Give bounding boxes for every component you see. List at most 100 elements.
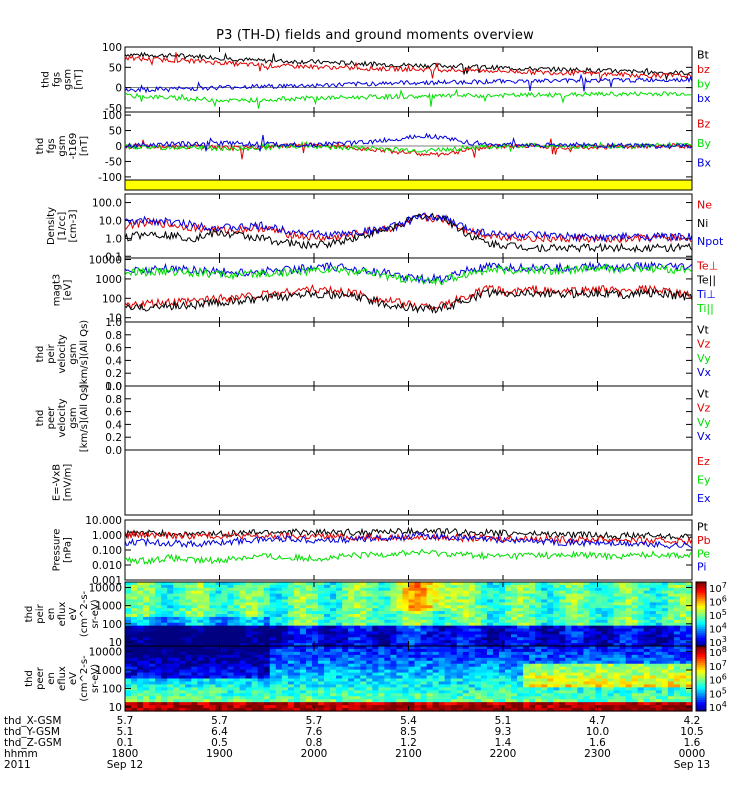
panel-peir-velocity-frame	[124, 321, 693, 387]
panel-peer-eflux-colorbar-label-1: 107	[709, 659, 727, 673]
panel-peer-velocity-ylabel-4: [km/s](All Qs)	[79, 384, 90, 452]
panel-e-field-legend-0: Ez	[697, 455, 710, 468]
xaxis-col-5-row-0: 4.7	[589, 715, 606, 727]
panel-density-tick-label-0: 100.0	[92, 198, 122, 210]
panel-peir-velocity-ylabel-0: thd	[35, 346, 46, 363]
xaxis-col-3-row-2: 1.2	[400, 737, 417, 749]
panel-peer-eflux-heatmap	[125, 646, 693, 712]
panel-peer-velocity-ylabel-2: velocity	[57, 398, 68, 437]
xaxis-col-0-row-1: 5.1	[117, 726, 134, 738]
panel-peir-velocity-tick-label-4: 0.2	[105, 368, 122, 380]
panel-peer-eflux-colorbar-label-4: 104	[709, 700, 727, 714]
xaxis-col-4-row-2: 1.4	[495, 737, 512, 749]
xaxis-col-6-row-2: 1.6	[684, 737, 701, 749]
xaxis-row-label-2: thd_Z-GSM	[4, 737, 62, 749]
panel-peer-velocity-ylabel-3: gsm	[68, 407, 79, 428]
panel-pressure-tick-label-1: 1.000	[92, 530, 122, 542]
panel-peir-velocity-ylabel-1: peir	[46, 343, 57, 363]
panel-peir-velocity-legend-2: Vy	[697, 352, 711, 365]
panel-fgs169-ylabel-1: fgs	[46, 138, 57, 153]
panel-peir-eflux-ylabel-4: eV	[68, 607, 79, 620]
xaxis-col-5-row-3: 2300	[584, 748, 611, 760]
panel-temperature-legend-0: Te⊥	[696, 259, 718, 272]
panel-peir-velocity-legend-3: Vx	[697, 366, 712, 379]
panel-fgs169-legend-2: Bx	[697, 156, 712, 169]
xaxis-col-1-row-0: 5.7	[211, 715, 228, 727]
panel-peir-eflux-colorbar-label-0: 107	[709, 581, 727, 595]
panel-fgs169-legend-1: By	[697, 137, 712, 150]
panel-peir-eflux-ylabel-2: en	[46, 608, 57, 621]
xaxis-row-label-0: thd_X-GSM	[4, 715, 61, 727]
xaxis-col-1-row-1: 6.4	[211, 726, 228, 738]
panel-density-series-2-line	[124, 212, 693, 243]
panel-fgs169-series-0-line	[124, 138, 693, 160]
panel-peir-eflux-heatmap	[125, 582, 693, 647]
panel-fgs169-tick-label-1: 50	[109, 126, 122, 138]
panel-temperature-ylabel-0: magt3	[52, 274, 63, 307]
panel-fgs169-ylabel-3: -t169	[68, 133, 79, 160]
panel-peir-eflux-tick-label-0: 10000	[89, 582, 122, 594]
panel-peer-eflux-tick-label-1: 1000	[95, 665, 122, 677]
panel-peir-eflux-ylabel-5: (cm^2-s-	[79, 590, 90, 637]
panel-density-frame	[124, 193, 693, 259]
panel-fgs-series-3-line	[124, 73, 693, 94]
xaxis-col-3-row-0: 5.4	[400, 715, 417, 727]
xaxis-col-2-row-3: 2000	[301, 748, 328, 760]
panel-pressure-tick-label-3: 0.010	[92, 560, 122, 572]
panel-peer-velocity-legend-3: Vx	[697, 430, 712, 443]
panel-fgs169-tick-label-2: 0	[115, 141, 122, 153]
xaxis-col-3-row-1: 8.5	[400, 726, 417, 738]
panel-temperature-legend-1: Te||	[696, 274, 716, 287]
panel-peir-eflux-colorbar-label-4: 103	[709, 635, 727, 649]
panel-pressure-legend-1: Pb	[697, 534, 711, 547]
panel-peir-eflux-tick-label-1: 1000	[95, 601, 122, 613]
panel-peir-velocity-ylabel-3: gsm	[68, 343, 79, 364]
xaxis-row-label-4: 2011	[4, 759, 31, 771]
panel-peer-eflux-tick-label-0: 10000	[89, 647, 122, 659]
panel-peer-eflux-colorbar-label-3: 105	[709, 686, 727, 700]
panel-temperature-series-1-line	[124, 287, 693, 314]
panel-pressure-legend-0: Pt	[697, 521, 709, 534]
panel-peer-eflux-ylabel-2: en	[46, 672, 57, 685]
panel-temperature-legend-3: Ti||	[696, 302, 714, 315]
panel-peer-eflux-colorbar-label-0: 108	[709, 645, 727, 659]
panel-fgs169-legend-0: Bz	[697, 118, 711, 131]
panel-temperature-series-3-line	[124, 263, 693, 287]
panel-peir-eflux-colorbar-label-1: 106	[709, 595, 727, 609]
panel-pressure-series-3-line	[124, 532, 693, 549]
panel-peir-eflux-colorbar-label-2: 105	[709, 608, 727, 622]
panel-pressure-legend-2: Pe	[697, 547, 710, 560]
panel-temperature-series-0-line	[124, 283, 693, 311]
panel-peer-eflux-colorbar	[696, 646, 706, 712]
xaxis-col-4-row-1: 9.3	[495, 726, 512, 738]
xaxis-col-6-row-4: Sep 13	[674, 759, 711, 771]
xaxis-col-0-row-4: Sep 12	[107, 759, 144, 771]
panel-peir-velocity-tick-label-2: 0.6	[105, 343, 122, 355]
panel-e-field-frame	[124, 449, 693, 516]
xaxis-col-3-row-3: 2100	[395, 748, 422, 760]
xaxis-col-4-row-0: 5.1	[495, 715, 512, 727]
panel-fgs-tick-label-3: -50	[105, 103, 122, 115]
panel-density-ylabel-0: Density	[46, 207, 57, 245]
panel-fgs-ylabel-0: thd	[41, 71, 52, 88]
xaxis-col-1-row-2: 0.5	[211, 737, 228, 749]
panel-yellow-bar-bar	[124, 179, 693, 191]
panel-fgs-series-2-line	[124, 88, 693, 109]
panel-density-ylabel-2: [cm-3]	[68, 209, 79, 242]
panel-peer-eflux-ylabel-6: sr-eV)	[90, 664, 101, 693]
panel-temperature-tick-label-1: 1000	[95, 274, 122, 286]
panel-peer-eflux-ylabel-3: eflux	[57, 666, 68, 691]
xaxis-col-5-row-2: 1.6	[589, 737, 606, 749]
xaxis-col-0-row-3: 1800	[112, 748, 139, 760]
xaxis-col-6-row-1: 10.5	[680, 726, 703, 738]
panel-peir-eflux-tick-label-2: 100	[102, 619, 122, 631]
xaxis-col-6-row-3: 0000	[679, 748, 706, 760]
panel-temperature-legend-2: Ti⊥	[696, 288, 716, 301]
panel-pressure-ylabel-1: [nPa]	[63, 537, 74, 563]
panel-fgs169-ylabel-4: [nT]	[79, 136, 90, 156]
panel-fgs-ylabel-3: [nT]	[74, 69, 85, 89]
panel-pressure-ylabel-0: Pressure	[52, 529, 63, 572]
panel-temperature-tick-label-3: 10	[109, 313, 122, 325]
xaxis-row-label-3: hhmm	[4, 748, 38, 760]
panel-peer-velocity-legend-1: Vz	[697, 402, 711, 415]
